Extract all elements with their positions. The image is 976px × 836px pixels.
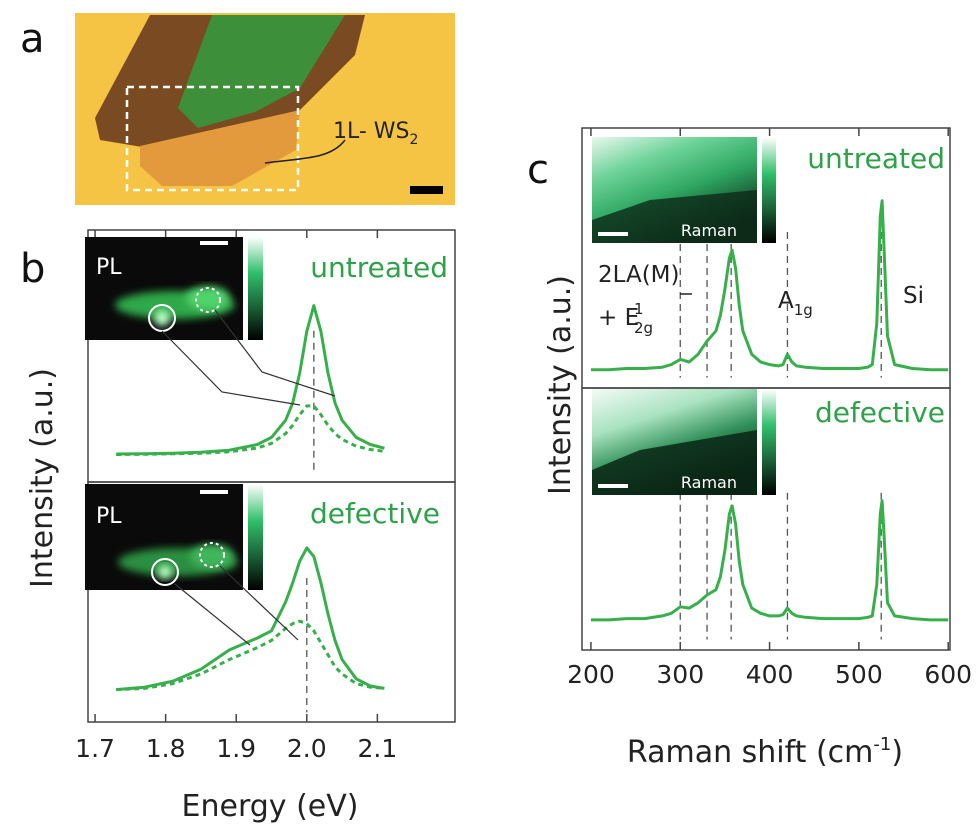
x-tick-label: 1.7 — [75, 734, 115, 763]
x-tick-label: 1.9 — [216, 734, 256, 763]
raman-inset-bottom — [592, 389, 776, 495]
scale-bar — [410, 186, 443, 194]
x-tick-label: 500 — [835, 660, 883, 689]
x-tick-label: 2.1 — [357, 734, 397, 763]
peak-label-text: 2LA(M) — [598, 262, 680, 288]
x-axis-label-text: Raman shift (cm — [627, 735, 873, 770]
line-series — [590, 499, 949, 622]
panel-label: a — [20, 16, 45, 62]
roi-box — [125, 85, 300, 192]
line-series — [116, 619, 385, 692]
plots — [87, 127, 951, 723]
x-axis-label: Raman shift (cm-1) — [627, 734, 903, 770]
x-axis-label-superscript: -1 — [873, 734, 891, 755]
inset-label: PL — [96, 504, 122, 529]
y-axis-label: Intensity (a.u.) — [543, 275, 578, 495]
pl-inset-top — [85, 237, 336, 406]
x-axis-label-text: Energy (eV) — [182, 789, 359, 824]
plot-frame — [87, 481, 456, 723]
inset-label: PL — [96, 255, 122, 280]
panel-label: b — [20, 246, 45, 292]
pl-inset-bottom — [85, 484, 299, 646]
texts: b untreated PL Intensity (a.u.) 1.7 1.8 1.9 2.0… — [20, 142, 972, 824]
annotation: 1L- WS2 — [333, 119, 418, 148]
peak-label: A1g — [778, 288, 813, 319]
x-tick-label: 1.8 — [146, 734, 186, 763]
flake-monolayer — [140, 110, 300, 186]
x-tick-label: 600 — [924, 660, 972, 689]
peak-label: Si — [903, 283, 924, 309]
peak-label-superscript: 1 — [634, 300, 644, 318]
peak-label-text: Si — [903, 283, 924, 309]
raman-inset-top — [592, 137, 776, 243]
annotation-text: 1L- WS — [333, 119, 410, 144]
x-axis-label-end: ) — [891, 735, 903, 770]
flake-green — [178, 15, 345, 128]
y-axis-label: Intensity (a.u.) — [25, 368, 60, 588]
sample-label: untreated — [310, 251, 448, 284]
plot-frame — [581, 387, 951, 651]
line-series — [116, 404, 385, 456]
peak-label-text: A — [778, 288, 794, 314]
annotation-line — [264, 139, 346, 164]
micrograph: 1L- WS2 a — [20, 13, 455, 205]
x-tick-label: 200 — [567, 660, 615, 689]
panel-label: c — [527, 147, 549, 193]
peak-label-text: + E — [598, 305, 639, 331]
peak-label: 2LA(M) — [598, 262, 680, 288]
annotation-subscript: 2 — [410, 132, 419, 148]
inset-label: Raman — [681, 221, 737, 240]
sample-label: untreated — [807, 142, 945, 175]
peak-label: + E1 2g — [598, 300, 653, 337]
sample-label: defective — [310, 497, 440, 530]
peak-label-subscript: 2g — [634, 319, 653, 337]
sample-label: defective — [815, 396, 945, 429]
line-series — [116, 546, 385, 692]
peak-label-subscript: 1g — [794, 301, 813, 319]
inset-label: Raman — [681, 473, 737, 492]
x-tick-label: 300 — [656, 660, 704, 689]
x-tick-label: 400 — [746, 660, 794, 689]
x-axis-label: Energy (eV) — [182, 789, 359, 824]
line-series — [590, 199, 949, 372]
x-tick-label: 2.0 — [287, 734, 327, 763]
